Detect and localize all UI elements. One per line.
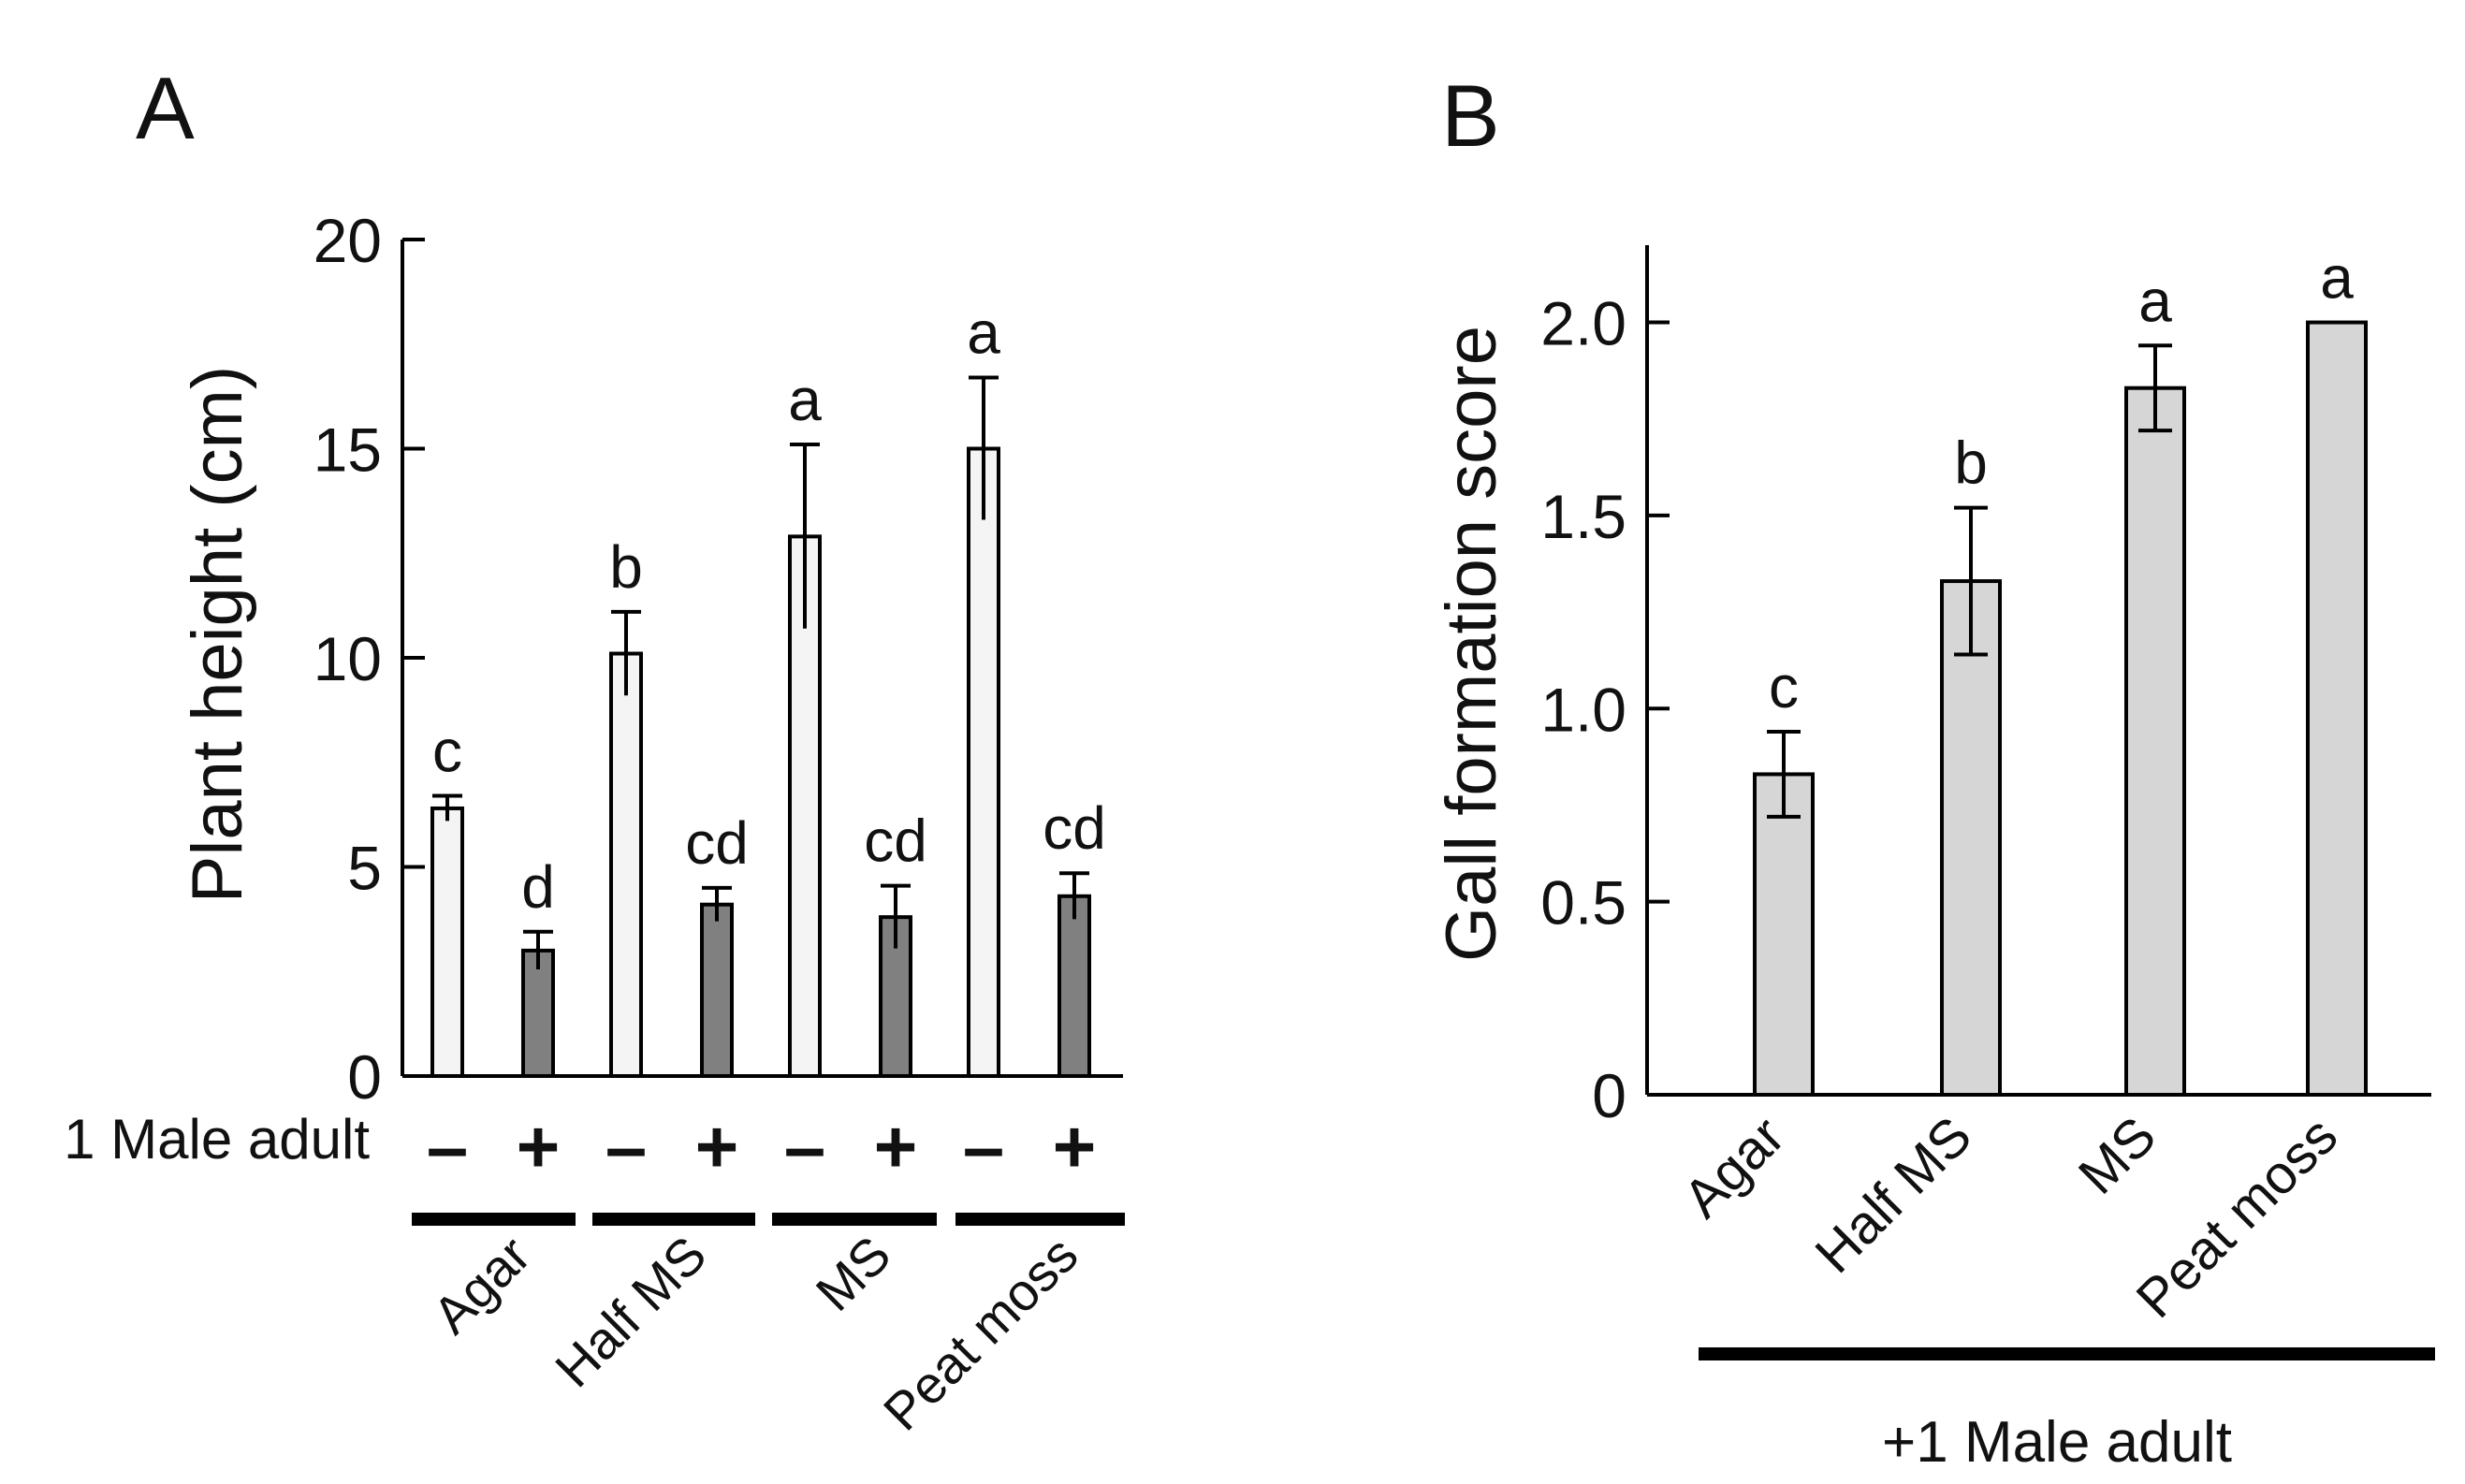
panel-b-bars	[1753, 320, 2368, 1097]
panel-a-bars	[430, 446, 1091, 1079]
panel-b-ylabel: Gall formation score	[1432, 326, 1511, 962]
panel-b-y-ticks: 0 0.5 1.0 1.5 2.0	[1540, 289, 1670, 1130]
panel-b-bar	[1940, 579, 2002, 1097]
treatment-sign: –	[784, 1105, 826, 1188]
panel-a-y-ticks: 0 5 10 15 20	[314, 206, 425, 1112]
treatment-sign: +	[695, 1105, 739, 1188]
panel-b-category-label: MS	[2067, 1105, 2167, 1205]
panel-a-group-label: Half MS	[544, 1225, 717, 1398]
panel-a-bar	[609, 651, 643, 1079]
panel-b-bar	[2306, 320, 2368, 1097]
panel-b-bar	[1753, 772, 1815, 1097]
panel-b-category-label: Agar	[1672, 1105, 1797, 1229]
panel-a-bar	[1057, 894, 1091, 1078]
panel-b-y-tick-label: 2.0	[1540, 289, 1626, 358]
panel-a-significance-letter: a	[967, 299, 1000, 367]
treatment-sign: –	[963, 1105, 1005, 1188]
panel-a-significance-letter: b	[609, 533, 643, 601]
panel-b-label: B	[1441, 66, 1500, 165]
panel-a-ylabel: Plant height (cm)	[178, 366, 257, 903]
panel-a-y-tick-label: 0	[347, 1042, 382, 1112]
panel-b-y-tick-label: 1.5	[1540, 482, 1626, 551]
panel-a-significance-letter: a	[788, 366, 822, 433]
panel-b-error-bars	[1767, 343, 2172, 819]
panel-a-bar	[967, 446, 1000, 1078]
panel-b-y-tick-label: 0.5	[1540, 868, 1626, 938]
panel-a-significance-letter: c	[432, 718, 462, 785]
panel-b-significance-letter: b	[1954, 429, 1988, 497]
treatment-sign: +	[1053, 1105, 1097, 1188]
panel-a-error-bars	[432, 375, 1089, 970]
panel-b-category-label: Half MS	[1803, 1105, 1983, 1285]
panel-a-bar	[700, 902, 734, 1078]
panel-a-group-label: MS	[805, 1225, 902, 1322]
panel-a-significance-letter: cd	[685, 809, 749, 877]
panel-a-y-tick-label: 15	[314, 415, 382, 485]
panel-b-y-tick-label: 0	[1592, 1061, 1626, 1130]
treatment-sign: +	[517, 1105, 561, 1188]
treatment-sign: –	[427, 1105, 469, 1188]
panel-a-group-label: Agar	[421, 1225, 541, 1345]
panel-b-significance-letters: c b a a	[1769, 244, 2354, 720]
panel-b-category-label: Peat moss	[2124, 1105, 2349, 1330]
panel-a-y-tick-label: 10	[314, 624, 382, 693]
panel-a-significance-letter: cd	[864, 807, 927, 875]
panel-b-significance-letter: a	[2320, 244, 2354, 312]
treatment-sign: +	[874, 1105, 918, 1188]
treatment-row-label: 1 Male adult	[64, 1108, 370, 1171]
panel-b-y-tick-label: 1.0	[1540, 675, 1626, 744]
treatment-sign: –	[605, 1105, 648, 1188]
panel-a-y-tick-label: 5	[347, 834, 382, 903]
panel-a-bar	[521, 948, 555, 1079]
panel-a-bar	[430, 806, 464, 1078]
panel-b-xlabel: +1 Male adult	[1882, 1410, 2232, 1475]
panel-b-bar	[2124, 386, 2186, 1097]
panel-b: B Gall formation score 0 0.5 1.0 1.5 2.0 c b a…	[1432, 66, 2435, 1475]
treatment-signs: – + – + – + – +	[427, 1105, 1097, 1188]
panel-a-significance-letter: d	[521, 853, 555, 921]
panel-a-group-label: Peat moss	[872, 1225, 1089, 1442]
panel-a-label: A	[136, 59, 195, 157]
panel-a-y-tick-label: 20	[314, 206, 382, 275]
panel-b-significance-letter: c	[1769, 653, 1799, 720]
panel-a-axes	[401, 240, 1123, 1078]
panel-a-significance-letter: cd	[1043, 794, 1106, 862]
panel-b-significance-letter: a	[2138, 267, 2172, 334]
